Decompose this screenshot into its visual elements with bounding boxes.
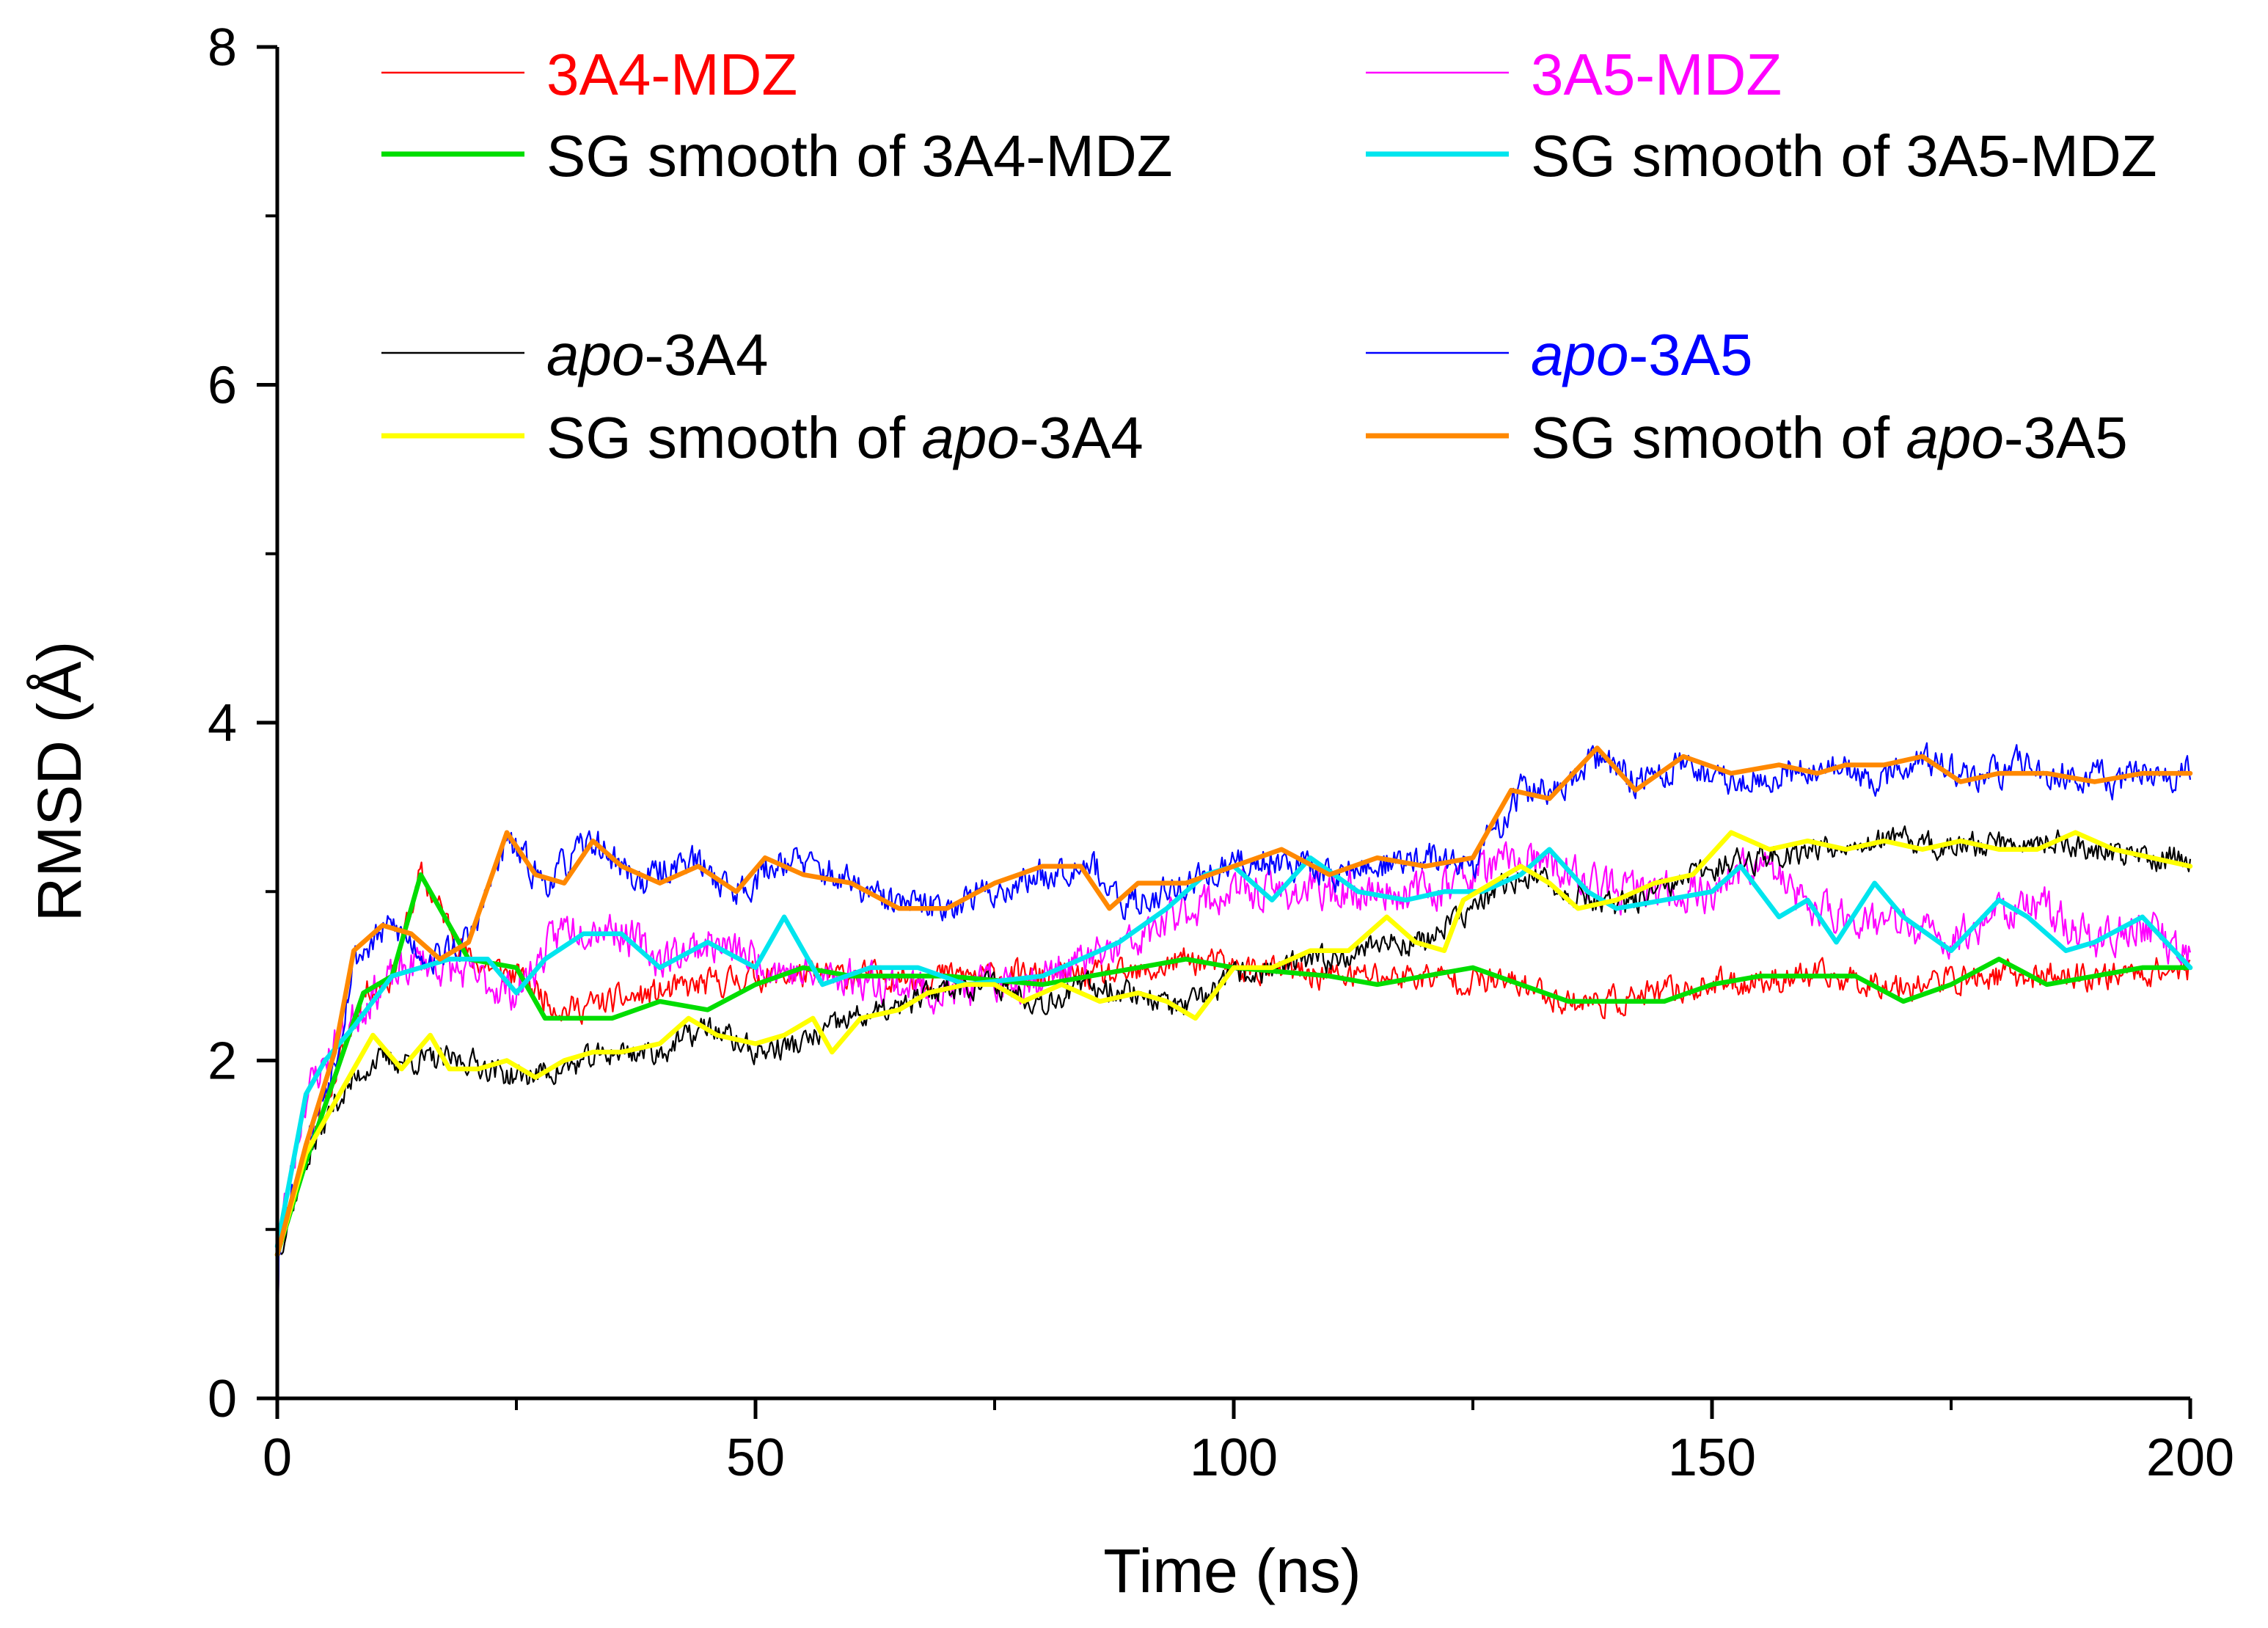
legend-label: SG smooth of 3A5-MDZ [1531,123,2157,189]
series-layer [274,742,2193,1390]
y-axis-title: RMSD (Å) [25,641,94,922]
x-tick-label: 50 [726,1428,785,1487]
y-tick-label: 2 [208,1032,237,1091]
x-tick-label: 200 [2146,1428,2234,1487]
series-line-3A5-MDZ [276,841,2192,1390]
y-tick-label: 0 [208,1370,237,1428]
series-line-SG-smooth-of-3A5-MDZ [274,847,2193,1249]
legend-label: apo-3A5 [1531,322,1752,387]
legend: 3A4-MDZ 3A5-MDZ SG smooth of 3A4-MDZ SG smo… [381,42,2157,470]
legend-label: 3A5-MDZ [1531,42,1782,107]
x-tick-label: 100 [1190,1428,1278,1487]
x-axis-title: Time (ns) [1103,1536,1361,1605]
y-tick-label: 6 [208,357,237,415]
y-tick-label: 8 [208,18,237,77]
legend-label: 3A4-MDZ [546,42,797,107]
ticks: 0 50 100 150 200 0 2 4 6 8 [208,18,2234,1487]
legend-label: SG smooth of apo-3A4 [546,405,1144,470]
legend-label: apo-3A4 [546,322,768,387]
x-tick-label: 150 [1668,1428,1756,1487]
legend-label: SG smooth of 3A4-MDZ [546,123,1173,189]
series-line-SG-smooth-of-apo-3A5 [274,745,2193,1257]
series-line-SG-smooth-of-apo-3A4 [274,830,2193,1257]
series-line-SG-smooth-of-3A4-MDZ [274,872,2193,1257]
x-tick-label: 0 [263,1428,292,1487]
y-tick-label: 4 [208,694,237,753]
legend-label: SG smooth of apo-3A5 [1531,405,2128,470]
